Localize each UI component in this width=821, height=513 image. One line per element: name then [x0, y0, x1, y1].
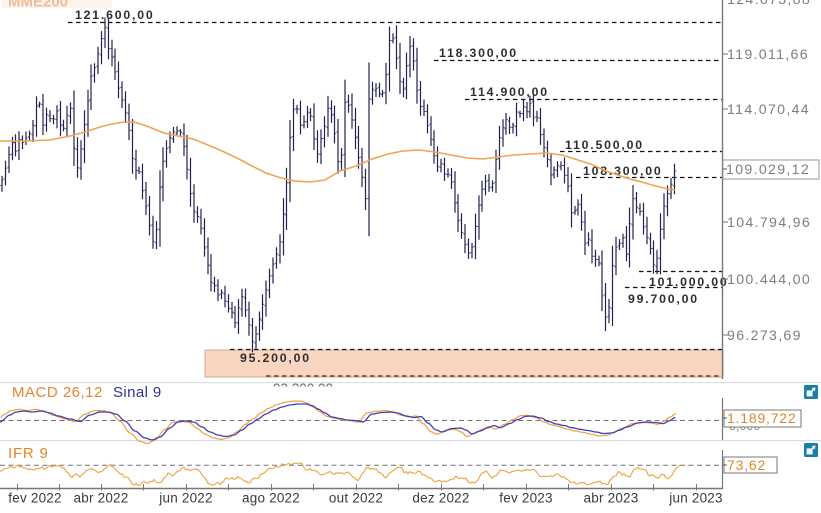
svg-text:abr 2022: abr 2022 [74, 491, 129, 506]
svg-text:96.273,69: 96.273,69 [727, 328, 802, 344]
svg-text:73,62: 73,62 [727, 457, 766, 473]
svg-text:jun 2023: jun 2023 [668, 491, 722, 506]
svg-text:101.000,00: 101.000,00 [649, 275, 729, 289]
svg-text:93.300,00: 93.300,00 [273, 381, 333, 396]
svg-text:dez 2022: dez 2022 [412, 491, 469, 506]
svg-text:99.700,00: 99.700,00 [628, 292, 699, 306]
svg-text:MME200: MME200 [8, 0, 68, 11]
svg-text:IFR 9: IFR 9 [8, 445, 49, 462]
svg-text:114.070,44: 114.070,44 [727, 102, 810, 118]
svg-text:abr 2023: abr 2023 [584, 491, 639, 506]
svg-text:110.500,00: 110.500,00 [565, 138, 644, 152]
svg-text:ago 2022: ago 2022 [242, 491, 300, 506]
svg-text:MACD 26,12: MACD 26,12 [12, 384, 103, 401]
svg-text:out 2022: out 2022 [329, 491, 383, 506]
svg-text:121.600,00: 121.600,00 [75, 8, 155, 22]
svg-text:114.900,00: 114.900,00 [470, 85, 549, 99]
svg-text:Sinal 9: Sinal 9 [113, 384, 162, 401]
svg-text:jun 2022: jun 2022 [158, 491, 212, 506]
svg-text:fev 2022: fev 2022 [8, 491, 61, 506]
svg-text:fev 2023: fev 2023 [499, 491, 552, 506]
svg-text:124.073,88: 124.073,88 [727, 0, 811, 8]
svg-text:104.794,96: 104.794,96 [727, 215, 811, 231]
svg-text:109.029,12: 109.029,12 [726, 162, 810, 178]
svg-text:118.300,00: 118.300,00 [439, 46, 518, 60]
svg-text:1.189,722: 1.189,722 [727, 410, 796, 426]
svg-text:108.300,00: 108.300,00 [583, 164, 663, 178]
svg-text:100.444,00: 100.444,00 [727, 272, 811, 288]
svg-text:119.011,66: 119.011,66 [727, 47, 809, 63]
svg-text:95.200,00: 95.200,00 [240, 351, 311, 365]
